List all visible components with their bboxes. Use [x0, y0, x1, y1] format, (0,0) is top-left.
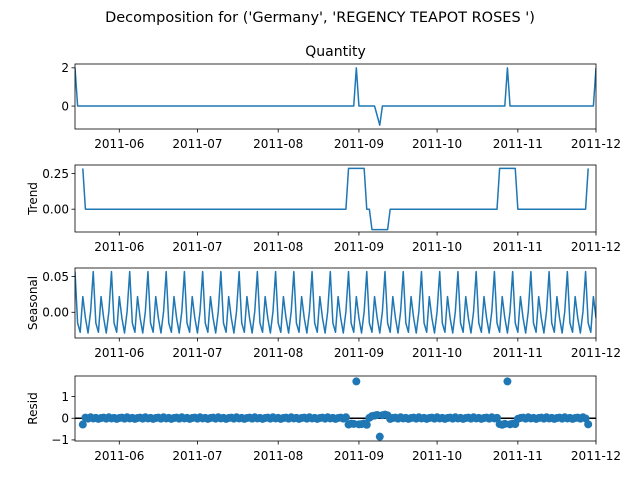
x-tick-label: 2011-08: [253, 240, 303, 254]
x-tick-label: 2011-10: [412, 137, 462, 151]
y-tick-label: 1: [61, 390, 69, 404]
plot-area: [75, 377, 596, 441]
plot-area: [82, 167, 589, 231]
panel-1: Trend 0.00 0.25 2011-06 2011-07 2011-08 2011-0…: [26, 164, 621, 254]
x-tick-label: 2011-11: [493, 137, 543, 151]
x-tick-label: 2011-09: [334, 346, 384, 360]
axes-frame: [74, 375, 597, 442]
x-tick-label: 2011-08: [253, 449, 303, 463]
x-tick-label: 2011-06: [94, 137, 144, 151]
x-tick-label: 2011-12: [571, 346, 621, 360]
axes-frame: [74, 63, 597, 130]
resid-point: [362, 420, 371, 429]
x-tick-label: 2011-11: [493, 240, 543, 254]
series-line: [75, 270, 596, 334]
x-tick-label: 2011-08: [253, 346, 303, 360]
panel-2: Seasonal 0.00 0.05 2011-06 2011-07 2011-08 201…: [26, 267, 621, 360]
panel-3: Resid −1 0 1 2011-06 2011-07 2011-08 2011-09 201…: [26, 375, 621, 463]
x-tick-label: 2011-06: [94, 240, 144, 254]
panel-0: Quantity 0 2 2011-06 2011-07 2011-08 2011-09 20…: [61, 44, 621, 151]
y-axis-label: Trend: [26, 182, 40, 216]
resid-point: [341, 413, 350, 422]
x-tick-label: 2011-10: [412, 240, 462, 254]
x-tick-label: 2011-11: [493, 449, 543, 463]
resid-point: [493, 413, 502, 422]
x-tick-label: 2011-09: [334, 449, 384, 463]
y-tick-label: 0.00: [42, 306, 69, 320]
y-tick-label: 0.00: [42, 202, 69, 216]
resid-point: [78, 420, 87, 429]
plot-area: [75, 67, 596, 126]
x-tick-label: 2011-07: [172, 449, 222, 463]
resid-point: [352, 377, 361, 386]
x-tick-label: 2011-11: [493, 346, 543, 360]
x-tick-label: 2011-12: [571, 137, 621, 151]
x-tick-label: 2011-08: [253, 137, 303, 151]
resid-point: [375, 432, 384, 441]
x-tick-label: 2011-07: [172, 240, 222, 254]
x-tick-label: 2011-12: [571, 240, 621, 254]
resid-point: [503, 377, 512, 386]
figure-suptitle: Decomposition for ('Germany', 'REGENCY T…: [105, 10, 535, 26]
y-tick-label: 2: [61, 61, 69, 75]
x-tick-label: 2011-09: [334, 240, 384, 254]
axes-frame: [74, 267, 597, 339]
y-tick-label: 0.05: [42, 270, 69, 284]
series-line: [82, 167, 589, 231]
x-tick-label: 2011-12: [571, 449, 621, 463]
y-tick-label: 0: [61, 412, 69, 426]
x-tick-label: 2011-09: [334, 137, 384, 151]
y-tick-label: −1: [51, 433, 69, 447]
x-tick-label: 2011-06: [94, 449, 144, 463]
x-tick-label: 2011-10: [412, 449, 462, 463]
y-axis-label: Seasonal: [26, 276, 40, 330]
y-axis-label: Resid: [26, 392, 40, 424]
x-tick-label: 2011-07: [172, 346, 222, 360]
plot-area: [75, 270, 596, 334]
y-tick-label: 0.25: [42, 167, 69, 181]
y-tick-label: 0: [61, 99, 69, 113]
panel-title: Quantity: [305, 44, 366, 60]
series-line: [75, 67, 596, 126]
resid-point: [584, 420, 593, 429]
x-tick-label: 2011-06: [94, 346, 144, 360]
x-tick-label: 2011-07: [172, 137, 222, 151]
axes-frame: [74, 164, 597, 233]
x-tick-label: 2011-10: [412, 346, 462, 360]
